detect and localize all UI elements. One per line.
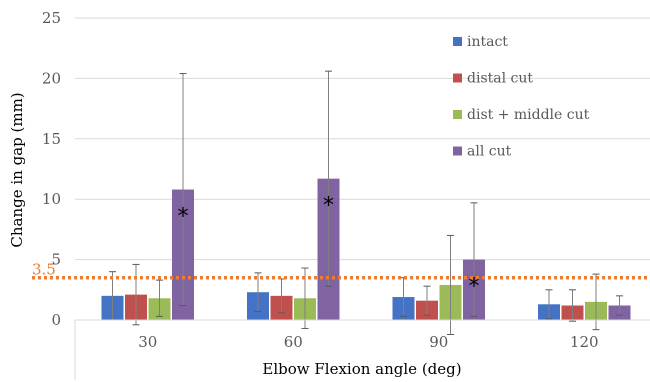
significance-star: * (323, 194, 334, 219)
legend-label: distal cut (467, 71, 533, 87)
x-tick-label: 120 (570, 333, 599, 351)
y-tick-label: 0 (51, 311, 61, 329)
y-axis-title: Change in gap (mm) (8, 92, 26, 247)
significance-star: * (178, 205, 189, 230)
y-axis-ticks: 0 5 10 15 20 25 (42, 9, 61, 329)
bars (101, 178, 631, 320)
legend-label: intact (467, 34, 508, 50)
legend-label: dist + middle cut (467, 107, 590, 123)
legend-swatch (453, 37, 462, 46)
x-axis-ticks: 30 60 90 120 (138, 333, 598, 351)
y-tick-label: 10 (42, 190, 61, 208)
legend-swatch (453, 110, 462, 119)
y-tick-label: 15 (42, 130, 61, 148)
y-tick-label: 5 (51, 251, 61, 269)
gridlines (74, 17, 650, 380)
x-tick-label: 90 (429, 333, 448, 351)
x-tick-label: 60 (284, 333, 303, 351)
significance-markers: * * * (178, 194, 480, 300)
significance-star: * (469, 275, 480, 300)
legend-swatch (453, 73, 462, 83)
legend: intact distal cut dist + middle cut all cut (453, 34, 590, 160)
reference-line: 3.5 (32, 261, 650, 280)
legend-swatch (453, 146, 462, 156)
y-tick-label: 25 (42, 9, 61, 27)
legend-label: all cut (467, 144, 512, 160)
error-bars (109, 70, 623, 335)
y-tick-label: 20 (42, 69, 61, 87)
x-axis-title: Elbow Flexion angle (deg) (262, 360, 461, 378)
reference-line-label: 3.5 (32, 261, 56, 279)
x-tick-label: 30 (138, 333, 157, 351)
